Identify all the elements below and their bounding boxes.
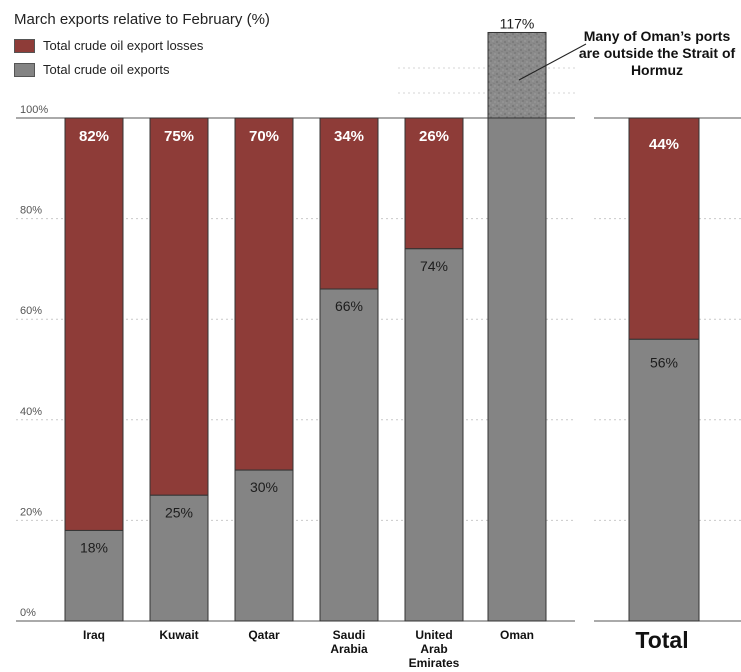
legend-swatch-losses	[14, 38, 35, 53]
x-label-united-arab-emirates: Emirates	[409, 656, 460, 670]
chart-title: March exports relative to February (%)	[14, 11, 270, 28]
bar-exports-total	[628, 338, 700, 622]
exports-label-total: 56%	[650, 354, 678, 370]
value-label-oman: 117%	[500, 15, 535, 31]
legend-item-exports: Total crude oil exports	[14, 62, 169, 77]
bar-losses-total	[628, 117, 700, 340]
bar-losses-saudi-arabia	[319, 117, 379, 290]
y-tick-label: 100%	[20, 104, 48, 116]
exports-label-iraq: 18%	[80, 539, 108, 555]
losses-label-kuwait: 75%	[164, 128, 194, 145]
exports-label-kuwait: 25%	[165, 504, 193, 520]
y-tick-label: 40%	[20, 406, 42, 418]
y-tick-label: 60%	[20, 305, 42, 317]
exports-label-united-arab-emirates: 74%	[420, 258, 448, 274]
x-label-total: Total	[635, 627, 688, 653]
bar-losses-iraq	[64, 117, 124, 531]
legend-item-losses: Total crude oil export losses	[14, 38, 203, 53]
bar-exports-excess-oman	[487, 31, 547, 119]
legend-swatch-exports	[14, 62, 35, 77]
legend-label-exports: Total crude oil exports	[43, 62, 170, 77]
legend-label-losses: Total crude oil export losses	[43, 38, 204, 53]
x-label-qatar: Qatar	[248, 628, 280, 642]
bar-exports-oman	[487, 117, 547, 622]
y-tick-label: 20%	[20, 506, 42, 518]
y-tick-label: 0%	[20, 607, 36, 619]
x-label-oman: Oman	[500, 628, 534, 642]
bar-losses-qatar	[234, 117, 294, 471]
x-label-united-arab-emirates: United	[415, 628, 452, 642]
losses-label-qatar: 70%	[249, 128, 279, 145]
losses-label-united-arab-emirates: 26%	[419, 128, 449, 145]
bar-exports-united-arab-emirates	[404, 248, 464, 622]
bar-exports-qatar	[234, 469, 294, 622]
bar-exports-kuwait	[149, 494, 209, 622]
x-label-saudi-arabia: Arabia	[330, 642, 368, 656]
y-tick-label: 80%	[20, 205, 42, 217]
annotation-leader-line	[518, 43, 587, 81]
x-label-united-arab-emirates: Arab	[420, 642, 447, 656]
x-label-iraq: Iraq	[83, 628, 105, 642]
oman-annotation: Many of Oman’s ports are outside the Str…	[578, 28, 736, 78]
x-label-kuwait: Kuwait	[159, 628, 198, 642]
exports-label-qatar: 30%	[250, 479, 278, 495]
bar-losses-united-arab-emirates	[404, 117, 464, 250]
bar-losses-kuwait	[149, 117, 209, 496]
losses-label-iraq: 82%	[79, 128, 109, 145]
bar-exports-iraq	[64, 529, 124, 622]
exports-label-saudi-arabia: 66%	[335, 298, 363, 314]
x-label-saudi-arabia: Saudi	[333, 628, 366, 642]
losses-label-total: 44%	[649, 136, 679, 153]
losses-label-saudi-arabia: 34%	[334, 128, 364, 145]
bar-exports-saudi-arabia	[319, 288, 379, 622]
